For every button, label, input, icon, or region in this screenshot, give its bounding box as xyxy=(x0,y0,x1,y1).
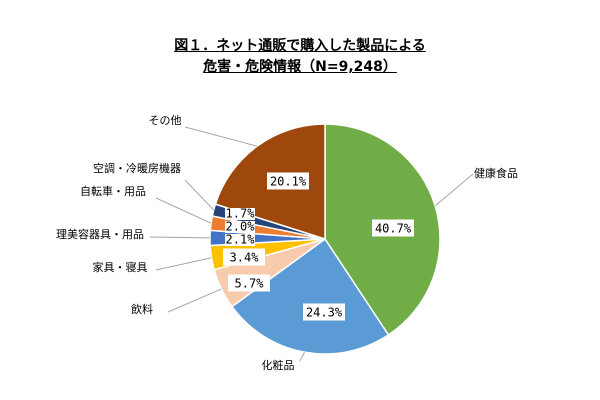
category-label-2: 化粧品 xyxy=(262,358,295,372)
value-label-box-5 xyxy=(225,234,255,246)
value-label-5: 2.1% xyxy=(226,233,256,247)
leader-line-3 xyxy=(167,288,222,313)
leader-line-5 xyxy=(149,236,211,239)
leader-line-2 xyxy=(299,351,305,362)
value-label-2: 24.3% xyxy=(306,306,343,320)
category-label-5: 理美容器具・用品 xyxy=(56,227,144,241)
leader-line-7 xyxy=(184,179,215,211)
category-label-7: 空調・冷暖房機器 xyxy=(93,161,181,175)
leader-line-1 xyxy=(434,173,474,207)
category-label-8: その他 xyxy=(149,114,182,127)
value-label-box-1 xyxy=(372,219,414,237)
value-label-box-8 xyxy=(267,172,309,190)
chart-title: 図１．ネット通販で購入した製品による 危害・危険情報（N=9,248） xyxy=(0,36,600,78)
chart-title-line-2: 危害・危険情報（N=9,248） xyxy=(203,59,397,75)
chart-title-line-1: 図１．ネット通販で購入した製品による xyxy=(174,38,426,54)
pie-slice-2 xyxy=(230,237,390,355)
value-label-box-3 xyxy=(228,274,270,292)
category-label-3: 飲料 xyxy=(131,302,153,316)
value-label-3: 5.7% xyxy=(235,277,265,291)
value-label-8: 20.1% xyxy=(270,175,307,189)
value-label-box-2 xyxy=(303,303,345,321)
category-label-6: 自転車・用品 xyxy=(80,184,146,198)
leader-line-8 xyxy=(184,126,258,147)
value-label-box-7 xyxy=(225,208,255,220)
category-label-1: 健康食品 xyxy=(474,166,518,180)
value-label-1: 40.7% xyxy=(375,222,412,236)
value-label-box-4 xyxy=(223,248,265,266)
value-label-6: 2.0% xyxy=(226,220,256,234)
value-label-7: 1.7% xyxy=(226,207,256,221)
leader-line-4 xyxy=(155,257,212,271)
value-label-4: 3.4% xyxy=(230,251,260,265)
leader-line-6 xyxy=(155,197,212,224)
value-label-box-6 xyxy=(225,221,255,233)
category-label-4: 家具・寝具 xyxy=(93,260,148,274)
